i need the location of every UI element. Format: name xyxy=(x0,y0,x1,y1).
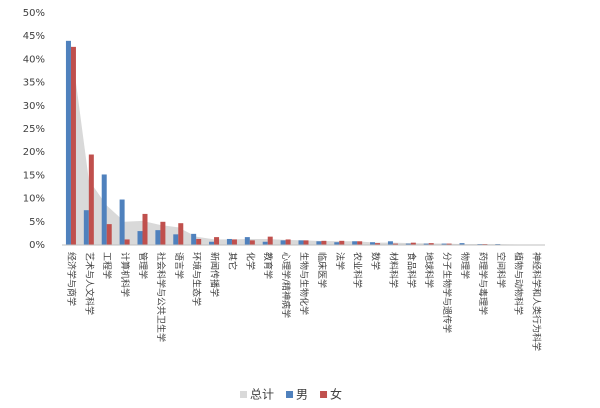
bar xyxy=(65,40,71,246)
area xyxy=(70,44,537,245)
bar xyxy=(209,241,215,245)
x-tick-label: 心理学/精神病学 xyxy=(280,252,292,318)
bar xyxy=(173,234,179,245)
bar xyxy=(262,241,268,245)
x-tick-label: 空间科学 xyxy=(495,252,507,288)
x-tick-label: 神经科学和人类行为科学 xyxy=(531,252,543,351)
x-tick-label: 分子生物学与遗传学 xyxy=(441,252,453,333)
x-tick-label: 新闻传播学 xyxy=(209,252,221,297)
bar xyxy=(375,243,381,245)
bar xyxy=(119,199,125,245)
y-tick-label: 50% xyxy=(23,8,45,19)
bar xyxy=(106,224,112,245)
x-tick-label: 临床医学 xyxy=(316,252,328,288)
x-tick-label: 经济学与商学 xyxy=(65,252,77,306)
y-tick-label: 25% xyxy=(23,124,45,135)
bar xyxy=(321,240,327,245)
bar xyxy=(370,242,376,245)
y-tick-label: 10% xyxy=(23,194,45,205)
x-tick-label: 教育学 xyxy=(262,252,274,279)
bar xyxy=(405,243,411,245)
bar xyxy=(101,174,107,245)
bar xyxy=(244,237,250,245)
bar xyxy=(334,242,340,245)
x-tick-label: 植物与动物科学 xyxy=(513,252,525,315)
y-tick-label: 30% xyxy=(23,101,45,112)
bar xyxy=(316,241,322,245)
bar xyxy=(70,46,76,245)
x-tick-label: 药理学与毒理学 xyxy=(477,252,489,315)
bar xyxy=(459,243,465,245)
bar xyxy=(124,239,130,245)
y-tick-label: 20% xyxy=(23,147,45,158)
bar xyxy=(137,231,143,245)
legend-label: 男 xyxy=(296,388,308,402)
bar xyxy=(352,241,358,245)
bar xyxy=(298,240,304,245)
bar xyxy=(214,237,220,245)
y-tick-label: 15% xyxy=(23,170,45,181)
bar xyxy=(357,241,363,245)
bar xyxy=(226,238,232,245)
bar xyxy=(423,243,429,245)
legend-label: 女 xyxy=(330,387,342,402)
bar xyxy=(155,230,161,245)
bar xyxy=(280,240,286,245)
x-tick-label: 计算机科学 xyxy=(119,252,131,297)
x-tick-label: 工程学 xyxy=(101,252,113,279)
x-tick-label: 环境与生态学 xyxy=(191,252,203,306)
bar xyxy=(410,242,416,245)
bar xyxy=(196,238,202,245)
y-tick-label: 0% xyxy=(29,240,45,251)
bar xyxy=(339,240,345,245)
legend-swatch xyxy=(286,391,294,398)
bar xyxy=(249,240,255,245)
y-tick-label: 35% xyxy=(23,78,45,89)
x-tick-label: 化学 xyxy=(244,252,256,270)
x-tick-label: 语言学 xyxy=(173,252,185,279)
bar xyxy=(285,239,291,245)
y-tick-label: 40% xyxy=(23,54,45,65)
x-tick-label: 社会科学与公共卫生学 xyxy=(155,252,167,342)
bar xyxy=(428,243,434,245)
x-tick-label: 农业科学 xyxy=(352,252,364,288)
bar xyxy=(392,243,398,245)
bar xyxy=(387,241,393,245)
x-tick-label: 食品科学 xyxy=(405,252,417,288)
bar xyxy=(441,243,447,245)
x-tick-label: 材料科学 xyxy=(387,252,399,288)
bar xyxy=(88,154,94,245)
x-tick-label: 艺术与人文科学 xyxy=(83,252,95,315)
bar xyxy=(83,210,89,245)
x-tick-label: 地球科学 xyxy=(423,252,435,288)
legend-swatch xyxy=(240,391,247,398)
y-tick-label: 5% xyxy=(29,217,45,228)
bar xyxy=(142,213,148,245)
bar xyxy=(178,223,184,245)
x-tick-label: 物理学 xyxy=(459,252,471,279)
bar xyxy=(160,221,166,245)
legend-label: 总计 xyxy=(250,388,274,402)
bar xyxy=(303,240,309,245)
legend-swatch xyxy=(320,391,328,398)
x-tick-label: 生物与生物化学 xyxy=(298,252,310,315)
bar xyxy=(446,243,452,245)
y-tick-label: 45% xyxy=(23,31,45,42)
x-tick-label: 法学 xyxy=(334,252,346,270)
bar xyxy=(267,236,273,245)
x-tick-label: 管理学 xyxy=(137,252,149,279)
bar xyxy=(191,233,197,245)
bar xyxy=(231,239,237,245)
x-tick-label: 其它 xyxy=(226,252,238,270)
x-tick-label: 数学 xyxy=(370,252,382,270)
